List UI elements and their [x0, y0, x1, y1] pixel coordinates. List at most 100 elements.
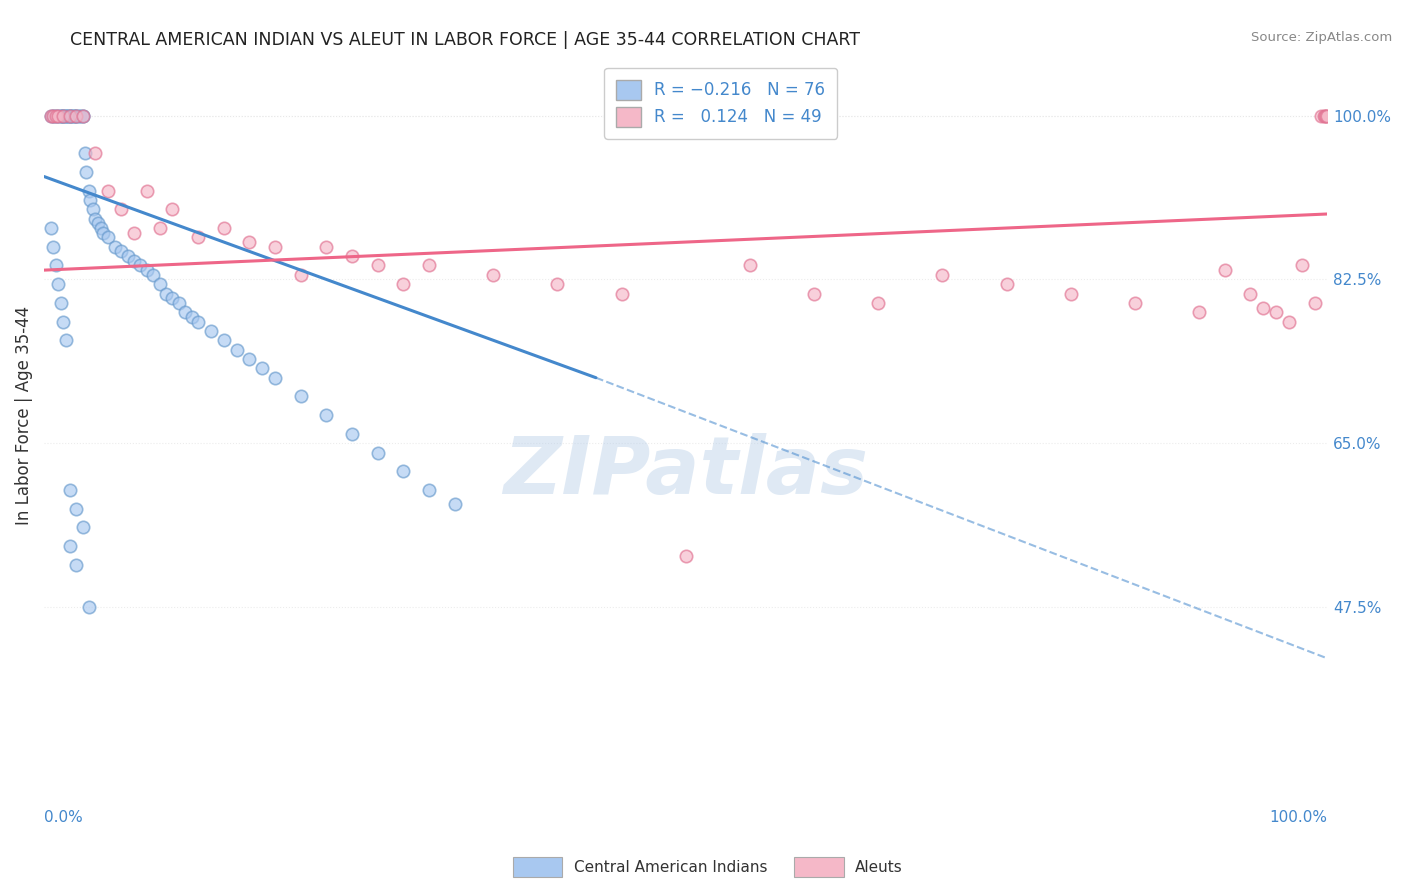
Point	[49, 109, 72, 123]
Point	[931, 268, 953, 282]
Point	[264, 370, 287, 384]
Point	[738, 259, 761, 273]
Point	[142, 268, 165, 282]
Point	[59, 109, 82, 123]
Point	[59, 109, 82, 123]
Point	[1278, 315, 1301, 329]
Point	[63, 109, 86, 123]
Point	[39, 109, 62, 123]
Point	[58, 109, 80, 123]
Point	[1239, 286, 1261, 301]
Point	[418, 483, 440, 497]
Point	[82, 202, 104, 217]
Point	[482, 268, 505, 282]
Point	[225, 343, 247, 357]
Point	[72, 109, 94, 123]
Point	[46, 109, 69, 123]
Point	[69, 109, 91, 123]
Point	[67, 109, 90, 123]
Point	[212, 334, 235, 348]
Point	[252, 361, 274, 376]
Point	[135, 263, 157, 277]
Point	[1213, 263, 1236, 277]
Point	[995, 277, 1018, 292]
Point	[52, 109, 75, 123]
Point	[200, 324, 222, 338]
Point	[1310, 109, 1333, 123]
Point	[122, 253, 145, 268]
Point	[212, 221, 235, 235]
Text: 100.0%: 100.0%	[1270, 810, 1327, 825]
Point	[53, 109, 76, 123]
Point	[84, 211, 107, 226]
Point	[65, 109, 87, 123]
Point	[51, 109, 73, 123]
Point	[1123, 296, 1146, 310]
Point	[77, 184, 100, 198]
Point	[45, 109, 67, 123]
Point	[79, 193, 101, 207]
Point	[65, 558, 87, 572]
Point	[392, 277, 415, 292]
Point	[60, 109, 83, 123]
Point	[367, 259, 389, 273]
Point	[122, 226, 145, 240]
Point	[392, 464, 415, 478]
Point	[84, 146, 107, 161]
Point	[187, 230, 209, 244]
Point	[129, 259, 152, 273]
Text: ZIPatlas: ZIPatlas	[503, 433, 869, 511]
Point	[91, 226, 114, 240]
Point	[1265, 305, 1288, 319]
Point	[90, 221, 112, 235]
Point	[135, 184, 157, 198]
Point	[149, 277, 172, 292]
Point	[75, 165, 97, 179]
Point	[87, 216, 110, 230]
Point	[167, 296, 190, 310]
Point	[238, 351, 260, 366]
Point	[59, 109, 82, 123]
Point	[110, 244, 132, 259]
Point	[42, 109, 65, 123]
Point	[187, 315, 209, 329]
Point	[418, 259, 440, 273]
Point	[65, 109, 87, 123]
Point	[610, 286, 633, 301]
Point	[52, 109, 75, 123]
Point	[155, 286, 177, 301]
Point	[443, 497, 465, 511]
Point	[315, 240, 337, 254]
Point	[39, 109, 62, 123]
Point	[97, 230, 120, 244]
Point	[59, 539, 82, 553]
Point	[72, 520, 94, 534]
Point	[59, 483, 82, 497]
Point	[868, 296, 890, 310]
Point	[162, 202, 184, 217]
Point	[1315, 109, 1337, 123]
Point	[1060, 286, 1083, 301]
Point	[238, 235, 260, 249]
Point	[1316, 109, 1339, 123]
Text: Source: ZipAtlas.com: Source: ZipAtlas.com	[1251, 31, 1392, 45]
Text: Central American Indians: Central American Indians	[574, 860, 768, 874]
Point	[290, 268, 312, 282]
Point	[72, 109, 94, 123]
Point	[48, 109, 70, 123]
Point	[149, 221, 172, 235]
Point	[264, 240, 287, 254]
Point	[117, 249, 139, 263]
Point	[46, 277, 69, 292]
Point	[162, 291, 184, 305]
Point	[1312, 109, 1334, 123]
Point	[52, 315, 75, 329]
Point	[290, 389, 312, 403]
Point	[42, 109, 65, 123]
Y-axis label: In Labor Force | Age 35-44: In Labor Force | Age 35-44	[15, 306, 32, 524]
Text: CENTRAL AMERICAN INDIAN VS ALEUT IN LABOR FORCE | AGE 35-44 CORRELATION CHART: CENTRAL AMERICAN INDIAN VS ALEUT IN LABO…	[70, 31, 860, 49]
Point	[803, 286, 825, 301]
Point	[75, 146, 97, 161]
Point	[65, 109, 87, 123]
Point	[1291, 259, 1313, 273]
